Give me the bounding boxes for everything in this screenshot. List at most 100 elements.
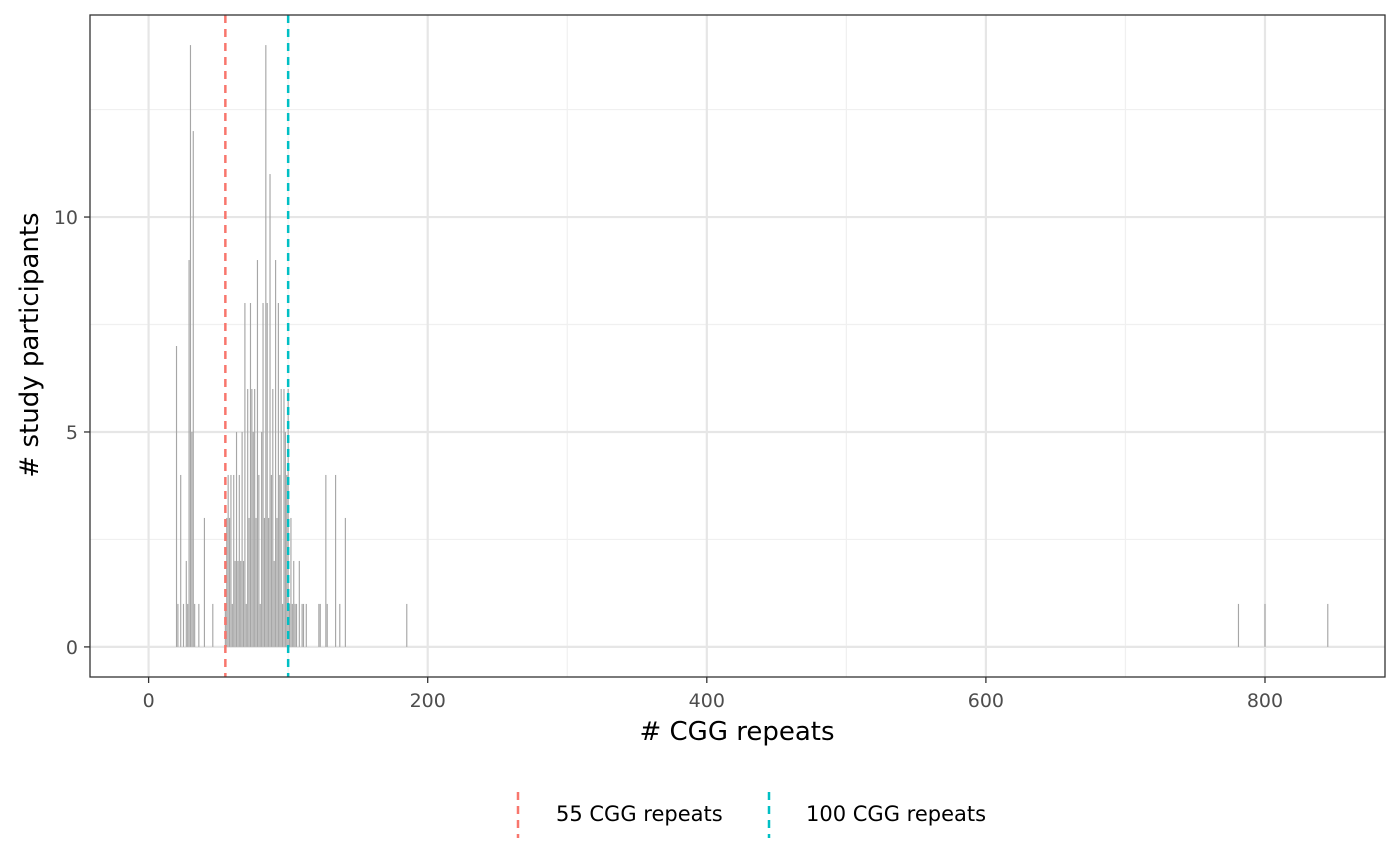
y-tick-label: 5	[66, 422, 78, 444]
bar	[252, 431, 254, 647]
legend-item-100: 100 CGG repeats	[767, 792, 986, 838]
bar	[293, 560, 295, 647]
legend-label-55: 55 CGG repeats	[556, 802, 723, 826]
x-tick-label: 400	[689, 690, 725, 712]
bar	[237, 560, 239, 647]
bar	[259, 603, 261, 647]
x-axis-title: # CGG repeats	[639, 717, 834, 747]
bar	[263, 517, 266, 647]
legend-label-100: 100 CGG repeats	[806, 802, 986, 826]
bar	[273, 560, 275, 647]
bar	[244, 303, 246, 647]
bar	[290, 517, 292, 647]
bar	[282, 603, 284, 647]
y-tick-label: 10	[54, 207, 78, 229]
bar	[235, 431, 238, 647]
bar	[194, 603, 196, 647]
bar	[177, 603, 179, 647]
bar	[192, 131, 194, 647]
x-tick-label: 600	[968, 690, 1004, 712]
bar	[286, 474, 288, 647]
bar	[406, 603, 408, 647]
bar	[279, 474, 281, 647]
bar	[301, 603, 303, 647]
bar	[287, 388, 289, 647]
bar	[230, 474, 232, 647]
bar	[203, 517, 206, 647]
bar	[275, 260, 277, 647]
bar	[187, 603, 189, 647]
bar	[270, 474, 272, 647]
bar	[255, 517, 257, 647]
bar	[226, 517, 228, 647]
bar	[249, 303, 252, 647]
bar	[283, 388, 285, 647]
bar	[191, 431, 193, 647]
bar	[298, 560, 300, 647]
bar	[339, 603, 341, 647]
bar	[269, 174, 271, 647]
bar	[305, 603, 307, 647]
bar	[277, 303, 279, 647]
bar	[335, 474, 337, 647]
bar	[254, 388, 256, 647]
bar	[291, 603, 293, 647]
bar	[234, 560, 236, 647]
bar	[318, 603, 320, 647]
bar	[276, 517, 278, 647]
x-tick-label: 0	[143, 690, 155, 712]
bar	[188, 260, 190, 647]
bar	[1327, 603, 1329, 647]
bar	[294, 603, 296, 647]
bar	[212, 603, 214, 647]
y-axis-title: # study participants	[15, 212, 45, 477]
bar	[344, 517, 346, 647]
bar	[280, 388, 282, 647]
bar	[288, 603, 291, 647]
bar	[272, 388, 274, 647]
bar	[224, 603, 226, 647]
bars-layer	[175, 45, 1329, 647]
bar	[245, 603, 247, 647]
bar	[228, 517, 231, 647]
bar	[233, 474, 235, 647]
bar	[284, 431, 286, 647]
bar	[1264, 603, 1266, 647]
grid-layer	[90, 15, 1385, 677]
bar	[241, 431, 243, 647]
plot-panel-border	[89, 14, 1386, 678]
bar	[256, 260, 259, 647]
bar	[261, 431, 263, 647]
bar	[227, 474, 229, 647]
legend-item-55: 55 CGG repeats	[516, 792, 723, 838]
bar	[326, 603, 328, 647]
bar	[268, 517, 270, 647]
bar	[262, 303, 264, 647]
x-tick-label: 800	[1247, 690, 1283, 712]
reference-lines	[224, 15, 290, 677]
bar	[295, 603, 298, 647]
bar	[258, 474, 260, 647]
bar	[251, 388, 253, 647]
bar	[240, 560, 242, 647]
bar	[198, 603, 200, 647]
y-tick-label: 0	[66, 637, 78, 659]
bar	[242, 560, 245, 647]
bar	[302, 603, 305, 647]
bar	[1237, 603, 1240, 647]
axes: 0 200 400 600 800 0 5 10	[54, 207, 1283, 712]
x-tick-label: 200	[410, 690, 446, 712]
bar	[247, 388, 249, 647]
bar	[319, 603, 321, 647]
bar	[266, 303, 268, 647]
bar	[265, 45, 267, 647]
bar	[238, 474, 240, 647]
bar	[231, 603, 233, 647]
bar	[175, 346, 178, 647]
legend: 55 CGG repeats 100 CGG repeats	[516, 792, 986, 838]
bar	[325, 474, 327, 647]
bar	[182, 603, 185, 647]
bar	[185, 560, 187, 647]
bar	[180, 474, 182, 647]
